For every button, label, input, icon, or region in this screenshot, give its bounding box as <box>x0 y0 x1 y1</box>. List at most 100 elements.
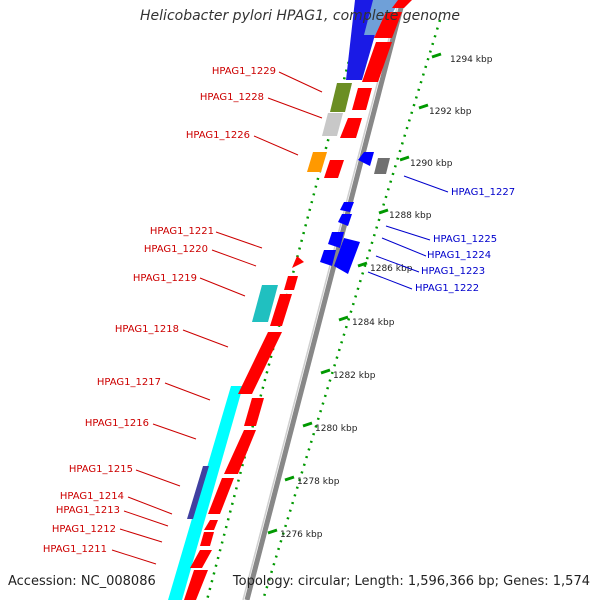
leader-line <box>215 231 263 249</box>
gene-label: HPAG1_1222 <box>415 283 479 294</box>
gene-arrow-forward <box>184 570 208 600</box>
gene-arrow-forward <box>200 532 214 546</box>
tick-label: 1284 kbp <box>352 318 395 328</box>
gene-label: HPAG1_1226 <box>186 130 250 141</box>
gene-arrow-forward <box>352 88 372 110</box>
leader-line <box>111 549 157 565</box>
gene-arrow-forward <box>392 0 412 8</box>
left-leaders <box>111 71 323 565</box>
tick-track-outer <box>261 19 442 601</box>
leader-line <box>119 528 163 543</box>
tick-mark <box>267 528 278 535</box>
backbone <box>205 0 442 601</box>
cds-feature-grey <box>322 113 343 136</box>
leader-line <box>403 175 449 193</box>
gene-label: HPAG1_1228 <box>200 92 264 103</box>
gene-arrow-reverse <box>374 158 390 174</box>
gene-arrow-forward <box>324 160 344 178</box>
gene-arrow-reverse <box>328 232 344 248</box>
gene-arrow-reverse <box>338 214 352 226</box>
cds-feature-lightblue-top <box>364 0 400 35</box>
gene-arrow-forward <box>238 332 282 394</box>
gene-arrow-forward <box>270 294 292 326</box>
gene-arrow-forward <box>362 42 392 82</box>
cds-feature-teal <box>252 285 278 322</box>
leader-line <box>199 277 246 297</box>
gene-label: HPAG1_1213 <box>56 505 120 516</box>
leader-line <box>164 382 211 401</box>
leader-line <box>267 97 323 119</box>
gene-label: HPAG1_1216 <box>85 418 149 429</box>
gene-arrow-reverse <box>358 152 374 166</box>
leader-line <box>278 71 323 93</box>
gene-label: HPAG1_1219 <box>133 273 197 284</box>
tick-label: 1276 kbp <box>280 530 323 540</box>
gene-arrow-forward <box>284 276 298 290</box>
gene-label: HPAG1_1212 <box>52 524 116 535</box>
tick-mark <box>399 155 410 162</box>
gene-arrow-forward <box>190 550 212 568</box>
right-leaders <box>367 175 449 290</box>
leader-line <box>253 135 299 156</box>
leader-line <box>211 249 257 267</box>
cds-feature-olive <box>330 83 352 112</box>
backbone-highlight <box>242 0 400 601</box>
gene-label: HPAG1_1227 <box>451 187 515 198</box>
leader-line <box>182 329 229 348</box>
gene-arrow-forward <box>224 430 256 474</box>
tick-mark <box>357 261 368 268</box>
reverse-strand-genes <box>320 152 390 274</box>
gene-arrow-forward <box>244 398 264 426</box>
gene-arrow-forward <box>204 520 218 530</box>
gene-label: HPAG1_1215 <box>69 464 133 475</box>
tick-label: 1294 kbp <box>450 55 493 65</box>
leader-line <box>127 496 173 515</box>
accession-label: Accession: NC_008086 <box>8 574 156 589</box>
tick-marks <box>267 52 442 535</box>
gene-label: HPAG1_1221 <box>150 226 214 237</box>
tick-mark <box>320 368 331 375</box>
tick-mark <box>418 103 429 110</box>
leader-line <box>123 510 169 527</box>
tick-label: 1290 kbp <box>410 159 453 169</box>
gene-label: HPAG1_1225 <box>433 234 497 245</box>
leader-line <box>385 225 431 241</box>
cds-feature-indigo <box>187 466 209 519</box>
tick-mark <box>284 475 295 482</box>
tick-label: 1286 kbp <box>370 264 413 274</box>
forward-strand-genes <box>184 0 412 600</box>
cds-feature-cyan <box>168 386 243 600</box>
tick-label: 1292 kbp <box>429 107 472 117</box>
gene-label: HPAG1_1211 <box>43 544 107 555</box>
gene-label: HPAG1_1223 <box>421 266 485 277</box>
topology-label: Topology: circular; Length: 1,596,366 bp… <box>232 574 590 589</box>
tick-label: 1282 kbp <box>333 371 376 381</box>
tick-label: 1288 kbp <box>389 211 432 221</box>
gene-arrow-reverse <box>340 202 354 212</box>
gene-arrow-forward <box>208 478 234 514</box>
tick-mark <box>302 421 313 428</box>
gene-label: HPAG1_1220 <box>144 244 208 255</box>
gene-label: HPAG1_1217 <box>97 377 161 388</box>
feature-track-outer <box>168 0 400 600</box>
tick-mark <box>378 208 389 215</box>
gene-label: HPAG1_1224 <box>427 250 491 261</box>
leader-line <box>367 271 413 290</box>
backbone-line <box>244 0 406 601</box>
gene-arrow-reverse <box>334 238 360 274</box>
gene-label: HPAG1_1229 <box>212 66 276 77</box>
tick-label: 1278 kbp <box>297 477 340 487</box>
gene-arrow-forward <box>340 118 362 138</box>
tick-mark <box>431 52 442 59</box>
leader-line <box>375 255 420 273</box>
leader-line <box>152 423 197 440</box>
tick-mark <box>338 315 349 322</box>
leader-line <box>135 469 181 487</box>
map-title: Helicobacter pylori HPAG1, complete geno… <box>140 8 460 24</box>
gene-arrow-forward <box>292 256 304 268</box>
leader-line <box>381 237 427 257</box>
gene-label: HPAG1_1218 <box>115 324 179 335</box>
gene-label: HPAG1_1214 <box>60 491 124 502</box>
